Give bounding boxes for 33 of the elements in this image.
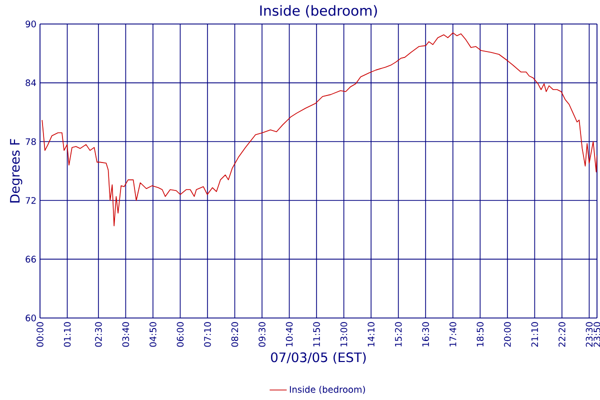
y-tick-label: 66 [26,256,36,263]
x-tick-label: 14:10 [368,322,374,346]
y-tick-label: 60 [26,314,36,322]
x-axis-title: 07/03/05 (EST) [271,352,366,364]
x-tick-label: 01:10 [64,322,71,347]
x-tick-label: 03:40 [122,322,130,347]
x-tick-label: 06:00 [176,322,184,347]
x-tick-label: 08:20 [231,322,238,347]
x-tick-label: 22:20 [558,322,566,347]
x-tick-label: 16:30 [422,322,430,346]
line-series [42,32,598,226]
x-tick-label: 10:40 [286,322,293,346]
x-tick-label: 23:50 [594,322,600,347]
x-tick-label: 09:30 [258,322,266,347]
y-tick-label: 78 [26,138,36,145]
x-tick-label: 18:50 [476,322,484,346]
x-tick-label: 04:50 [150,322,156,347]
x-tick-label: 21:10 [531,322,538,347]
x-tick-label: 02:30 [95,322,102,347]
legend-label: Inside (bedroom) [290,386,365,394]
y-tick-label: 72 [26,197,36,204]
x-tick-label: 15:20 [394,322,402,346]
x-tick-label: 13:00 [340,322,348,346]
x-tick-label: 00:00 [36,322,44,347]
chart-title: Inside (bedroom) [260,5,377,18]
x-tick-label: 07:10 [204,322,211,347]
x-tick-label: 11:50 [313,322,320,346]
y-tick-label: 84 [26,79,36,86]
y-tick-label: 90 [26,20,36,28]
x-tick-label: 17:40 [449,322,456,346]
x-tick-label: 20:00 [504,322,511,347]
y-axis-title: Degrees F [10,139,22,202]
x-tick-label: 23:30 [586,322,593,347]
